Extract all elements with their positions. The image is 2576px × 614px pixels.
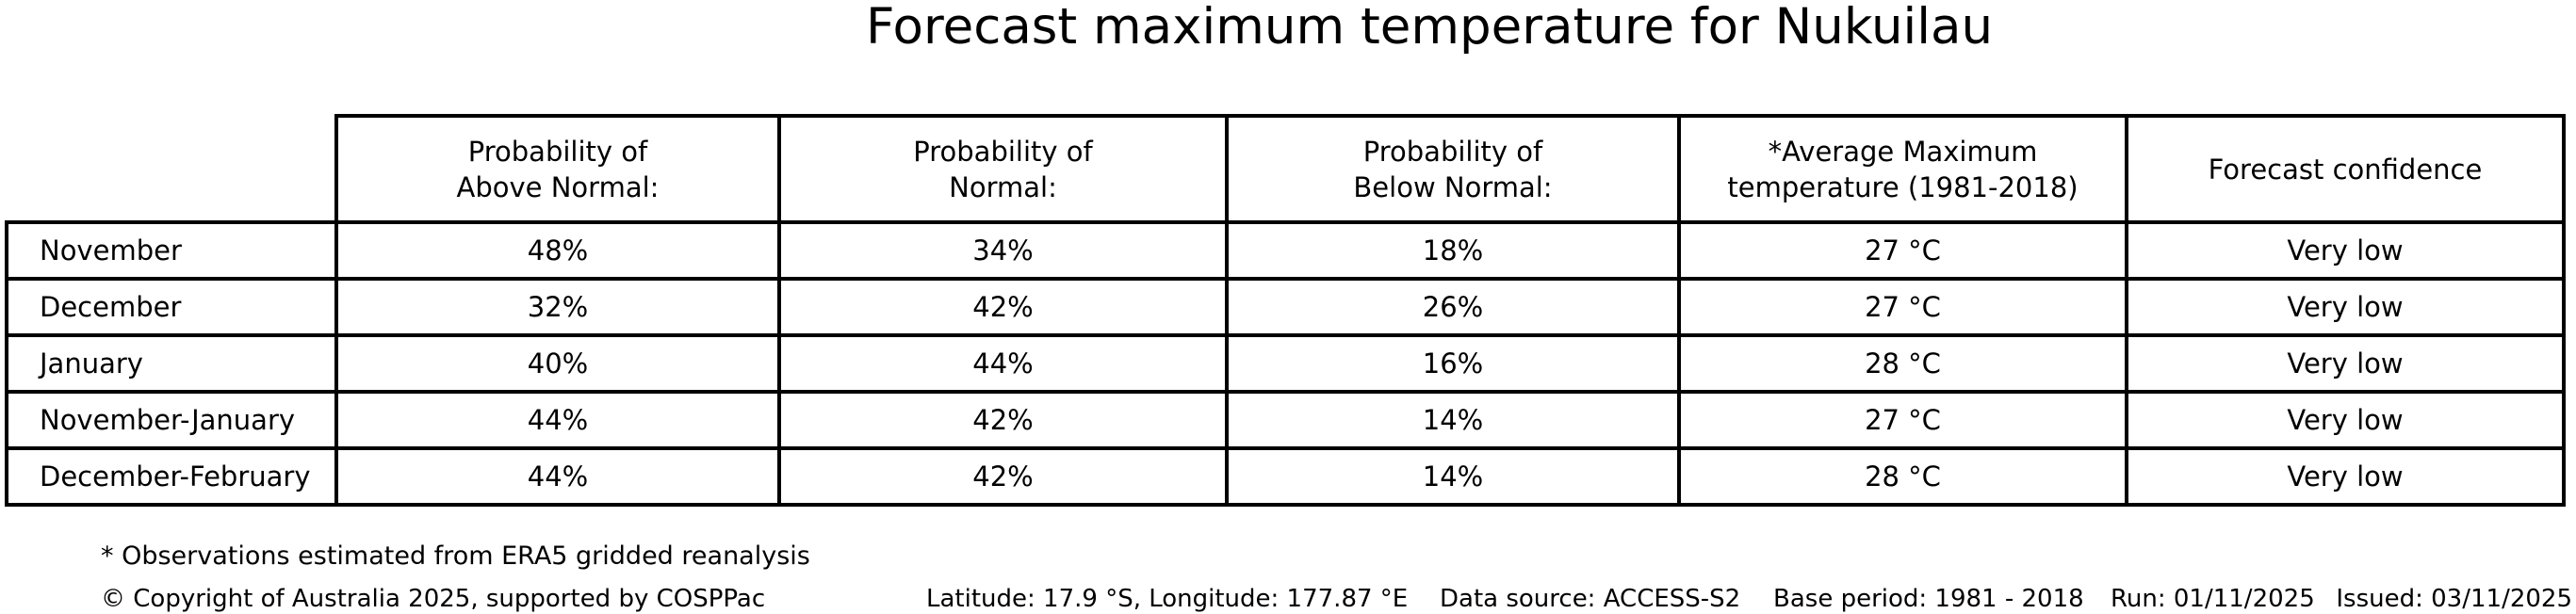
table-cell: 28 °C	[1677, 333, 2128, 394]
col-header-normal: Probability of Normal:	[777, 114, 1229, 224]
table-row: November-January 44% 42% 14% 27 °C Very …	[5, 390, 2566, 450]
table-row: November 48% 34% 18% 27 °C Very low	[5, 220, 2566, 281]
table-cell: 42%	[777, 277, 1229, 337]
table-cell: Very low	[2125, 333, 2566, 394]
table-cell: 28 °C	[1677, 446, 2128, 507]
table-cell: 42%	[777, 446, 1229, 507]
col-header-above-normal: Probability of Above Normal:	[334, 114, 781, 224]
table-cell: 40%	[334, 333, 781, 394]
table-cell: 14%	[1225, 390, 1681, 450]
row-label: December-February	[5, 446, 338, 507]
table-corner-cell	[7, 116, 336, 222]
table-cell: 34%	[777, 220, 1229, 281]
forecast-table: Probability of Above Normal: Probability…	[5, 114, 2566, 507]
table-cell: 32%	[334, 277, 781, 337]
table-cell: 26%	[1225, 277, 1681, 337]
issued-date-text: Issued: 03/11/2025	[2336, 585, 2572, 613]
col-header-below-normal: Probability of Below Normal:	[1225, 114, 1681, 224]
row-label: November-January	[5, 390, 338, 450]
table-cell: 44%	[334, 390, 781, 450]
table-cell: Very low	[2125, 220, 2566, 281]
table-cell: Very low	[2125, 390, 2566, 450]
table-row: December-February 44% 42% 14% 28 °C Very…	[5, 446, 2566, 507]
table-cell: Very low	[2125, 446, 2566, 507]
table-cell: 27 °C	[1677, 390, 2128, 450]
lat-lon-text: Latitude: 17.9 °S, Longitude: 177.87 °E	[926, 585, 1409, 613]
table-cell: 48%	[334, 220, 781, 281]
run-date-text: Run: 01/11/2025	[2111, 585, 2315, 613]
table-cell: 27 °C	[1677, 220, 2128, 281]
table-cell: 14%	[1225, 446, 1681, 507]
row-label: January	[5, 333, 338, 394]
table-cell: 27 °C	[1677, 277, 2128, 337]
table-cell: 16%	[1225, 333, 1681, 394]
table-row: December 32% 42% 26% 27 °C Very low	[5, 277, 2566, 337]
copyright-text: © Copyright of Australia 2025, supported…	[101, 585, 766, 613]
table-cell: 42%	[777, 390, 1229, 450]
page-title: Forecast maximum temperature for Nukuila…	[865, 0, 1994, 56]
table-cell: 44%	[777, 333, 1229, 394]
table-header-row: Probability of Above Normal: Probability…	[7, 114, 2566, 224]
base-period-text: Base period: 1981 - 2018	[1773, 585, 2084, 613]
table-cell: 44%	[334, 446, 781, 507]
col-header-average-max-temp: *Average Maximum temperature (1981-2018)	[1677, 114, 2128, 224]
table-cell: 18%	[1225, 220, 1681, 281]
data-source-text: Data source: ACCESS-S2	[1440, 585, 1741, 613]
table-row: January 40% 44% 16% 28 °C Very low	[5, 333, 2566, 394]
era5-footnote: * Observations estimated from ERA5 gridd…	[101, 541, 810, 571]
row-label: December	[5, 277, 338, 337]
table-cell: Very low	[2125, 277, 2566, 337]
col-header-forecast-confidence: Forecast confidence	[2125, 114, 2566, 224]
row-label: November	[5, 220, 338, 281]
